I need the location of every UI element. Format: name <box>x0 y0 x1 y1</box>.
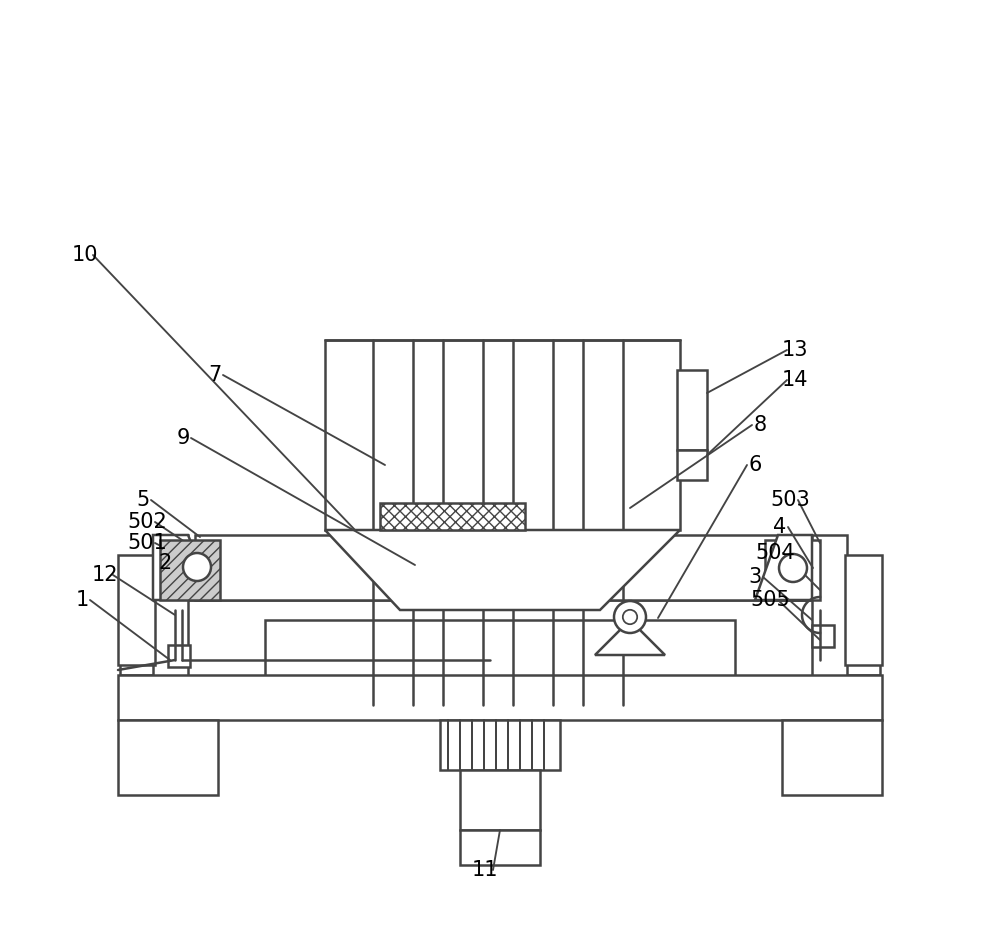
Bar <box>168 645 190 667</box>
Polygon shape <box>153 535 215 600</box>
Polygon shape <box>595 620 665 655</box>
Text: 10: 10 <box>72 245 98 265</box>
Text: 13: 13 <box>782 340 808 360</box>
Bar <box>118 720 218 795</box>
Bar <box>440 720 560 770</box>
Bar <box>782 720 882 795</box>
Text: 8: 8 <box>753 415 767 435</box>
Text: 2: 2 <box>158 553 172 573</box>
Bar <box>677 450 707 480</box>
Bar <box>373 530 413 705</box>
Bar <box>265 620 735 680</box>
Bar <box>513 530 553 705</box>
Text: 6: 6 <box>748 455 762 475</box>
Bar <box>765 540 820 600</box>
Text: 1: 1 <box>75 590 89 610</box>
Circle shape <box>623 610 637 625</box>
Circle shape <box>779 554 807 582</box>
Text: 501: 501 <box>127 533 167 553</box>
Bar <box>583 530 623 705</box>
Circle shape <box>183 553 211 581</box>
Text: 12: 12 <box>92 565 118 585</box>
Polygon shape <box>325 530 680 610</box>
Bar <box>460 770 540 830</box>
Text: 11: 11 <box>472 860 498 880</box>
Text: 9: 9 <box>176 428 190 448</box>
Bar <box>845 555 882 665</box>
Text: 503: 503 <box>770 490 810 510</box>
Text: 3: 3 <box>748 567 762 587</box>
Text: 4: 4 <box>773 517 787 537</box>
Polygon shape <box>755 535 812 600</box>
Circle shape <box>614 601 646 633</box>
Text: 505: 505 <box>750 590 790 610</box>
Bar <box>185 600 815 690</box>
Text: 502: 502 <box>127 512 167 532</box>
Bar <box>118 675 882 720</box>
Text: 504: 504 <box>755 543 795 563</box>
Text: 7: 7 <box>208 365 222 385</box>
Bar <box>153 535 188 690</box>
Bar <box>812 625 834 647</box>
Text: 5: 5 <box>136 490 150 510</box>
Bar <box>120 640 880 675</box>
Bar <box>325 340 680 530</box>
Bar <box>118 555 155 665</box>
Bar <box>812 535 847 690</box>
Bar <box>195 535 805 600</box>
Bar <box>160 540 220 600</box>
Bar <box>677 370 707 450</box>
Bar <box>443 530 483 705</box>
Text: 14: 14 <box>782 370 808 390</box>
Bar <box>460 830 540 865</box>
Bar <box>380 503 525 530</box>
